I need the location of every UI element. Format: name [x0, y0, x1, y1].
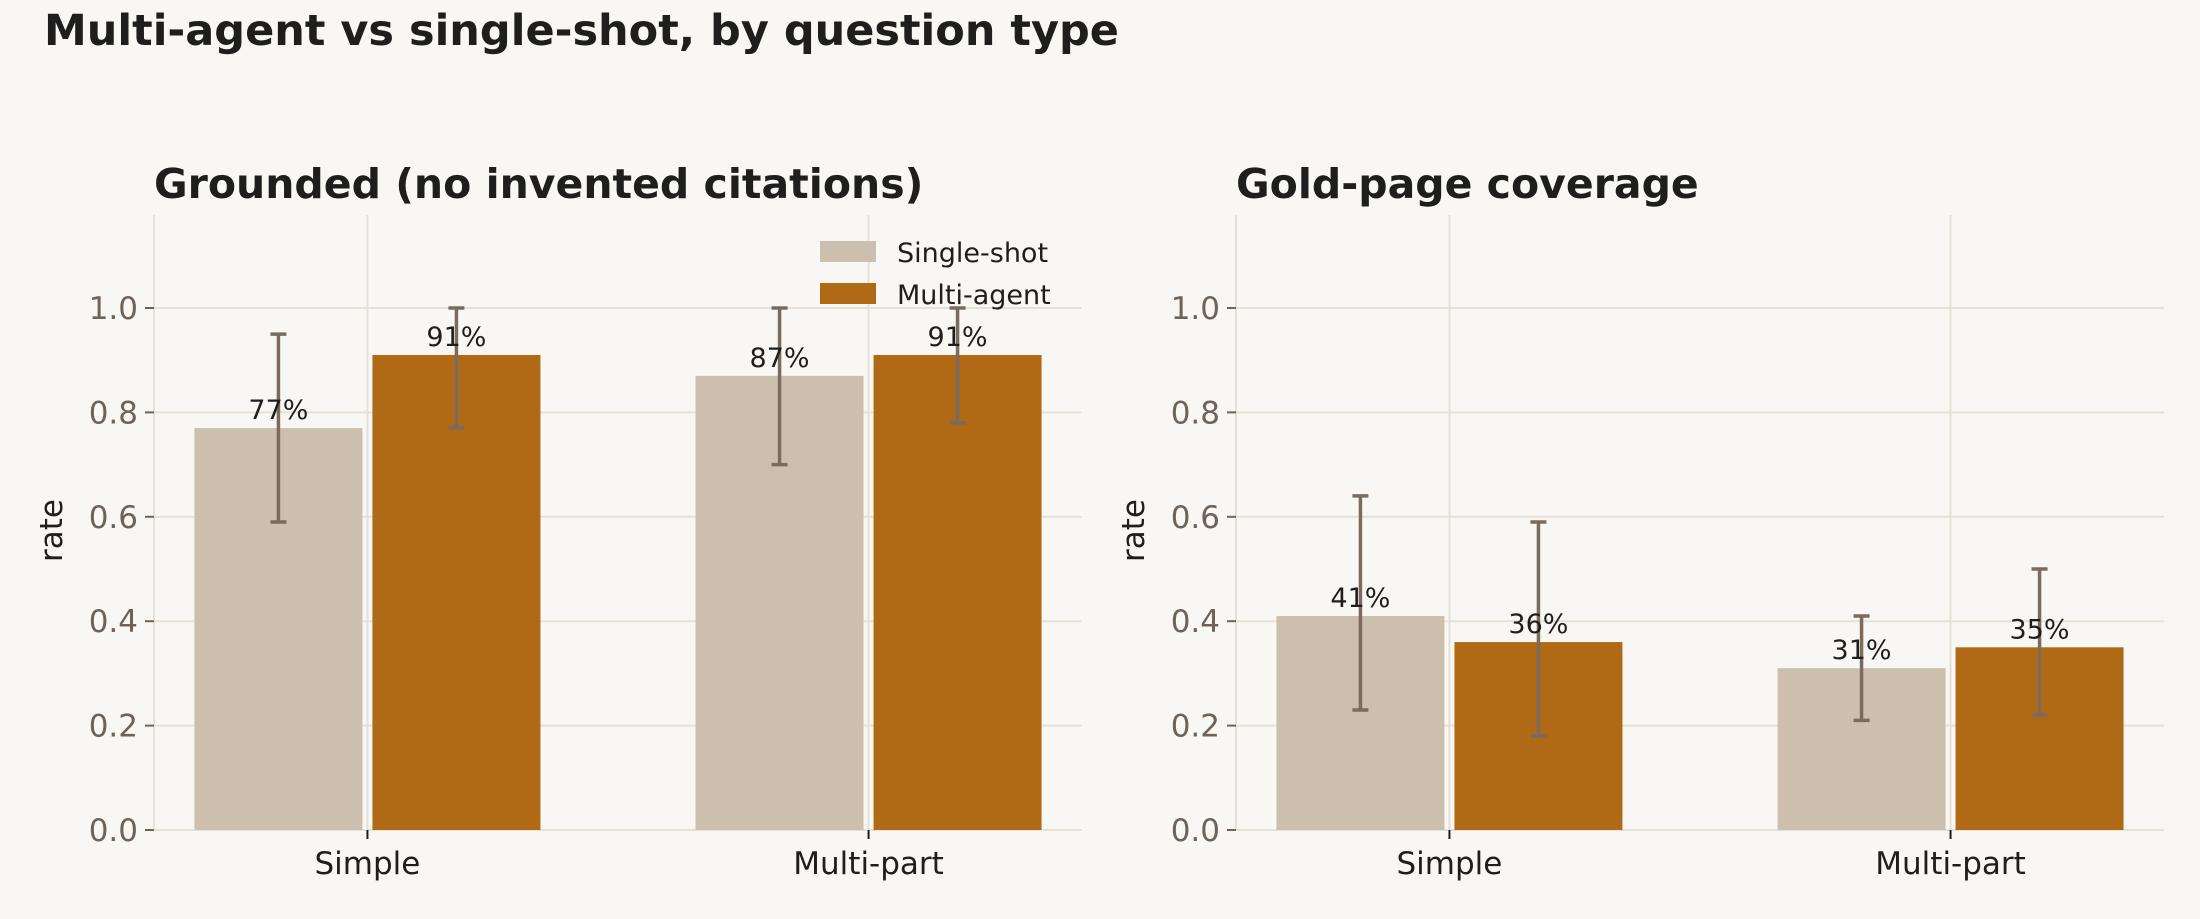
- y-tick-label: 0.2: [1171, 709, 1220, 745]
- panel-title: Gold-page coverage: [1236, 160, 1699, 208]
- legend-swatch: [820, 241, 876, 262]
- y-tick-label: 0.8: [1171, 395, 1220, 431]
- panel-2: 0.0 0.2 0.4 0.6 0.8 1.0 41% 31% 36% 35% Simple Mult…: [1116, 160, 2164, 882]
- data-label: 91%: [426, 322, 486, 353]
- data-label: 77%: [248, 395, 308, 426]
- legend: Single-shot Multi-agent: [820, 238, 1051, 311]
- x-tick-label: Multi-part: [793, 846, 944, 882]
- y-axis-label: rate: [1116, 499, 1152, 562]
- y-tick-label: 0.4: [1171, 604, 1220, 640]
- y-tick-label: 0.0: [89, 813, 138, 849]
- x-tick-label: Simple: [315, 846, 421, 882]
- data-label: 87%: [750, 343, 810, 374]
- y-tick-label: 0.2: [89, 709, 138, 745]
- y-axis-label: rate: [34, 499, 70, 562]
- legend-label: Multi-agent: [897, 280, 1051, 311]
- data-label: 91%: [928, 322, 988, 353]
- y-tick-label: 0.8: [89, 395, 138, 431]
- data-label: 31%: [1832, 635, 1892, 666]
- data-label: 36%: [1508, 609, 1568, 640]
- panel-1: 0.0 0.2 0.4 0.6 0.8 1.0 77% 87% 91% 91% Simple Mult…: [34, 160, 1082, 882]
- bar-multi-agent: [873, 354, 1042, 830]
- y-tick-label: 0.6: [89, 500, 138, 536]
- y-tick-label: 1.0: [89, 291, 138, 327]
- figure-title: Multi-agent vs single-shot, by question …: [44, 6, 1119, 56]
- y-tick-label: 0.6: [1171, 500, 1220, 536]
- legend-label: Single-shot: [897, 238, 1048, 269]
- y-tick-label: 0.0: [1171, 813, 1220, 849]
- y-tick-label: 0.4: [89, 604, 138, 640]
- panel-title: Grounded (no invented citations): [154, 160, 923, 208]
- data-label: 41%: [1330, 583, 1390, 614]
- x-tick-label: Simple: [1397, 846, 1503, 882]
- bar-multi-agent: [372, 354, 541, 830]
- legend-swatch: [820, 283, 876, 304]
- data-label: 35%: [2010, 614, 2070, 645]
- x-tick-label: Multi-part: [1875, 846, 2026, 882]
- y-tick-label: 1.0: [1171, 291, 1220, 327]
